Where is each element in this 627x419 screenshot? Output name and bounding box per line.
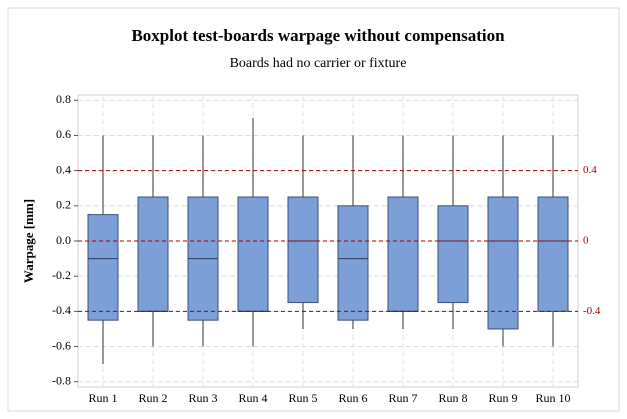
box [137,196,169,312]
box [537,196,569,312]
x-tick-label: Run 2 [138,391,167,405]
y-tick-label: 0.4 [56,162,71,176]
y-tick-label: -0.6 [52,338,71,352]
reference-label: 0.4 [583,164,597,176]
x-tick-label: Run 10 [535,391,570,405]
box [337,205,369,321]
x-tick-label: Run 5 [288,391,317,405]
box [487,196,519,330]
y-axis-label: Warpage [mm] [21,199,36,283]
x-tick-label: Run 1 [88,391,117,405]
frame [7,7,620,412]
y-tick-label: 0.2 [56,198,71,212]
y-tick-label: -0.8 [52,373,71,387]
y-tick-label: -0.2 [52,268,71,282]
y-tick-label: 0.6 [56,127,71,141]
reference-label: 0 [583,235,589,247]
box [287,196,319,304]
y-tick-label: 0.8 [56,92,71,106]
box [237,196,269,312]
x-tick-label: Run 7 [388,391,417,405]
chart-title: Boxplot test-boards warpage without comp… [131,26,505,45]
box [87,214,119,321]
x-tick-label: Run 4 [238,391,267,405]
y-tick-label: 0.0 [56,233,71,247]
reference-label: -0.4 [583,305,601,317]
x-tick-label: Run 3 [188,391,217,405]
y-tick-label: -0.4 [52,303,71,317]
box [387,196,419,312]
x-tick-label: Run 9 [488,391,517,405]
chart-subtitle: Boards had no carrier or fixture [230,56,407,71]
x-tick-label: Run 6 [338,391,367,405]
box [437,205,469,304]
x-tick-label: Run 8 [438,391,467,405]
